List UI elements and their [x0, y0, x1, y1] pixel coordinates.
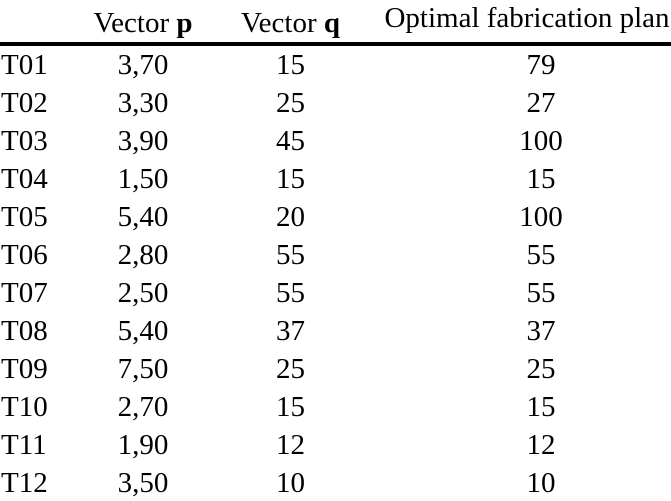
- vector-p-value: 3,70: [117, 48, 169, 81]
- vector-q-value: 55: [276, 276, 305, 309]
- row-label: T07: [1, 276, 48, 309]
- header-vector-q-label: Vector: [240, 7, 324, 39]
- table-row: T05 5,40 20 100: [0, 198, 671, 236]
- vector-p-value: 5,40: [117, 314, 169, 347]
- plan-value: 15: [526, 390, 556, 423]
- plan-value: 10: [526, 466, 556, 499]
- vector-p-value: 7,50: [117, 352, 169, 385]
- header-vector-p-symbol: p: [176, 7, 193, 39]
- vector-q-value: 20: [276, 200, 305, 233]
- vector-p-value: 3,50: [117, 466, 169, 499]
- vector-p-value: 5,40: [117, 200, 169, 233]
- plan-value: 15: [526, 162, 556, 195]
- row-label: T06: [1, 238, 48, 271]
- row-label: T12: [1, 466, 48, 499]
- vector-q-value: 55: [276, 238, 305, 271]
- table-row: T12 3,50 10 10: [0, 464, 671, 501]
- vector-q-value: 45: [276, 124, 305, 157]
- table-row: T11 1,90 12 12: [0, 426, 671, 464]
- plan-value: 37: [526, 314, 556, 347]
- header-empty: [0, 0, 88, 46]
- header-optimal-plan: Optimal fabrication plan: [383, 0, 671, 46]
- table-row: T01 3,70 15 79: [0, 44, 671, 84]
- plan-value: 27: [526, 86, 556, 119]
- plan-value: 100: [519, 200, 563, 233]
- header-optimal-plan-label: Optimal fabrication plan: [384, 2, 670, 34]
- row-label: T01: [1, 48, 48, 81]
- vector-q-value: 12: [276, 428, 305, 461]
- table-row: T03 3,90 45 100: [0, 122, 671, 160]
- table-row: T06 2,80 55 55: [0, 236, 671, 274]
- vector-q-value: 10: [276, 466, 305, 499]
- row-label: T02: [1, 86, 48, 119]
- vector-q-value: 25: [276, 86, 305, 119]
- header-vector-q: Vector q: [198, 0, 383, 46]
- plan-value: 25: [526, 352, 556, 385]
- table-row: T08 5,40 37 37: [0, 312, 671, 350]
- vector-p-value: 1,90: [117, 428, 169, 461]
- row-label: T09: [1, 352, 48, 385]
- row-label: T04: [1, 162, 48, 195]
- row-label: T10: [1, 390, 48, 423]
- vector-p-value: 2,50: [117, 276, 169, 309]
- row-label: T05: [1, 200, 48, 233]
- table-row: T02 3,30 25 27: [0, 84, 671, 122]
- plan-value: 55: [526, 238, 556, 271]
- table-row: T07 2,50 55 55: [0, 274, 671, 312]
- vector-p-value: 3,30: [117, 86, 169, 119]
- table-row: T09 7,50 25 25: [0, 350, 671, 388]
- row-label: T11: [1, 428, 47, 461]
- plan-value: 12: [526, 428, 556, 461]
- vector-p-value: 2,70: [117, 390, 169, 423]
- vector-q-value: 15: [276, 162, 305, 195]
- row-label: T03: [1, 124, 48, 157]
- header-vector-p-label: Vector: [93, 7, 177, 39]
- plan-value: 55: [526, 276, 556, 309]
- vector-q-value: 37: [276, 314, 305, 347]
- vector-p-value: 3,90: [117, 124, 169, 157]
- header-vector-q-symbol: q: [323, 7, 341, 39]
- table-body: T01 3,70 15 79 T02 3,30 25 27 T03 3,90 4…: [0, 44, 671, 501]
- vector-q-value: 15: [276, 390, 305, 423]
- vector-q-value: 15: [276, 48, 305, 81]
- table-header-row: Vector p Vector q Optimal fabrication pl…: [0, 0, 671, 46]
- plan-value: 79: [526, 48, 556, 81]
- row-label: T08: [1, 314, 48, 347]
- vector-p-value: 2,80: [117, 238, 169, 271]
- header-vector-p: Vector p: [88, 0, 198, 46]
- table-row: T04 1,50 15 15: [0, 160, 671, 198]
- vector-q-value: 25: [276, 352, 305, 385]
- table-row: T10 2,70 15 15: [0, 388, 671, 426]
- plan-value: 100: [519, 124, 563, 157]
- vector-p-value: 1,50: [117, 162, 169, 195]
